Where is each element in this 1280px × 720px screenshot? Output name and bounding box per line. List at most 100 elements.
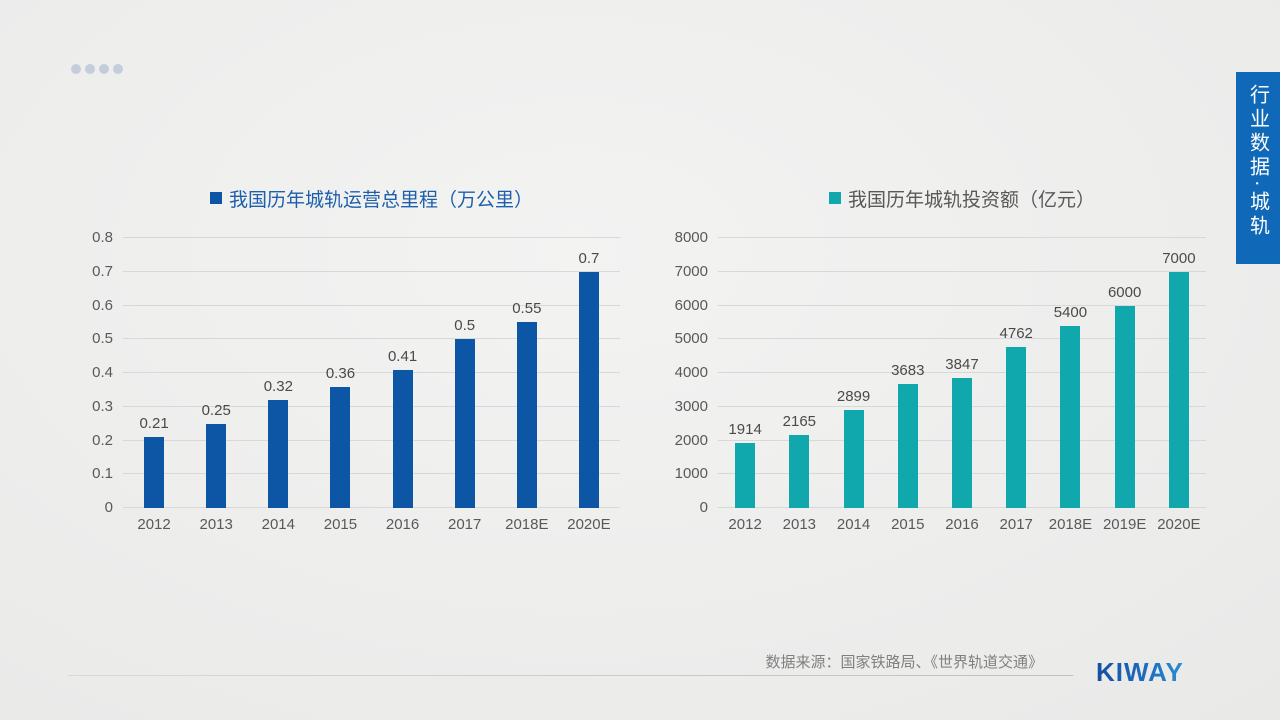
bar-slot: 0.36 [309, 238, 371, 508]
bar-2017 [454, 339, 475, 508]
x-tick-label: 2014 [836, 516, 871, 533]
bar-slot: 6000 [1098, 238, 1152, 508]
gridline [123, 372, 620, 373]
bar-slot: 2165 [772, 238, 826, 508]
bar-value-label: 2165 [782, 412, 817, 430]
bar-value-label: 0.7 [578, 249, 600, 267]
y-tick-label: 0 [104, 499, 113, 516]
x-axis: 2012 2013 2014 2015 2016 2017 2018E 2020E [123, 516, 620, 540]
investment-chart: 我国历年城轨投资额（亿元） 0 1000 2000 3000 4000 5000 6000 7… [660, 184, 1206, 540]
dot-icon [71, 64, 81, 74]
bar-slot: 0.32 [247, 238, 309, 508]
gridline [123, 405, 620, 407]
bar-value-label: 3847 [945, 356, 979, 374]
x-tick-label: 2013 [782, 516, 817, 533]
x-tick-label: 2015 [891, 516, 925, 533]
y-tick-label: 0.8 [92, 229, 113, 246]
legend-swatch-icon [209, 192, 222, 204]
bar-value-label: 6000 [1107, 283, 1142, 301]
bar-value-label: 0.21 [139, 415, 169, 433]
bar-slot: 0.55 [496, 238, 558, 508]
x-tick-label: 2018E [505, 516, 549, 533]
y-tick-label: 0.3 [92, 397, 113, 415]
bar-value-label: 0.25 [201, 401, 231, 419]
legend-swatch-icon [828, 192, 841, 204]
bar-2013 [789, 434, 810, 508]
bar-2017 [1006, 347, 1027, 508]
x-tick-label: 2017 [448, 516, 482, 533]
gridline [123, 270, 620, 272]
chart-title: 我国历年城轨运营总里程（万公里） [228, 189, 533, 211]
bar-2019E [1114, 305, 1135, 508]
bar-value-label: 0.41 [387, 347, 418, 365]
x-tick-label: 2020E [1157, 516, 1201, 533]
y-tick-label: 7000 [674, 262, 708, 280]
footer-divider [68, 675, 1073, 676]
gridline [123, 507, 620, 508]
bar-value-label: 0.5 [454, 317, 476, 335]
y-tick-label: 8000 [674, 229, 708, 246]
bar-slot: 5400 [1043, 238, 1097, 508]
x-tick-label: 2015 [323, 516, 358, 533]
y-tick-label: 0.7 [92, 262, 113, 280]
gridline [123, 473, 620, 475]
y-tick-label: 0.2 [92, 431, 113, 449]
gridline [123, 439, 620, 441]
dot-icon [99, 64, 109, 74]
bar-2014 [843, 410, 864, 508]
bar-slot: 0.25 [185, 238, 247, 508]
x-tick-label: 2019E [1102, 516, 1147, 533]
bar-2015 [897, 383, 918, 508]
bar-value-label: 0.32 [263, 378, 293, 395]
gridline [123, 237, 620, 238]
chart-title: 我国历年城轨投资额（亿元） [847, 189, 1095, 211]
y-tick-label: 0 [699, 499, 708, 516]
bar-2014 [268, 400, 289, 508]
plot-area: 0 1000 2000 3000 4000 5000 6000 7000 8000 1914 216… [675, 230, 1206, 516]
x-tick-label: 2014 [261, 516, 295, 533]
dot-icon [85, 64, 95, 74]
x-axis: 2012 2013 2014 2015 2016 2017 2018E 2019E 2020E [718, 516, 1206, 540]
bar-slot: 7000 [1152, 238, 1206, 508]
chart-legend: 我国历年城轨运营总里程（万公里） [123, 184, 620, 212]
x-tick-label: 2020E [567, 516, 611, 533]
x-tick-label: 2018E [1048, 516, 1093, 533]
bar-value-label: 7000 [1162, 249, 1196, 267]
bar-2012 [144, 437, 165, 508]
y-tick-label: 0.5 [92, 330, 113, 348]
bar-value-label: 3683 [891, 361, 925, 379]
bar-2012 [735, 443, 756, 508]
bar-2020E [578, 271, 599, 508]
gridline [718, 270, 1206, 272]
x-tick-label: 2016 [385, 516, 420, 533]
x-tick-label: 2013 [199, 516, 233, 533]
bar-value-label: 4762 [999, 325, 1033, 343]
y-tick-label: 2000 [674, 431, 708, 449]
gridline [123, 304, 620, 306]
y-tick-label: 0.4 [92, 364, 113, 381]
decorative-dots [71, 64, 123, 74]
brand-logo: KIWAY [1096, 657, 1184, 687]
bar-slot: 0.21 [123, 238, 185, 508]
bar-slot: 0.5 [434, 238, 496, 508]
gridline [123, 338, 620, 340]
plot-area: 0 0.1 0.2 0.3 0.4 0.5 0.6 0.7 0.8 0.21 0.25 0.32 0.3… [92, 230, 620, 516]
bar-2016 [951, 378, 972, 508]
x-tick-label: 2017 [999, 516, 1033, 533]
y-tick-label: 0.6 [92, 296, 113, 314]
bar-slot: 0.41 [372, 238, 434, 508]
x-tick-label: 2012 [728, 516, 762, 533]
bar-value-label: 2899 [836, 388, 871, 406]
x-tick-label: 2016 [945, 516, 979, 533]
bar-value-label: 1914 [728, 421, 762, 439]
bar-slot: 1914 [718, 238, 772, 508]
gridline [718, 237, 1206, 238]
bar-2018E [516, 322, 537, 508]
data-source-note: 数据来源：国家铁路局、《世界轨道交通》 [765, 654, 1043, 671]
y-tick-label: 3000 [674, 397, 708, 415]
y-tick-label: 1000 [674, 465, 708, 483]
bar-2013 [206, 423, 227, 508]
bar-slot: 2899 [826, 238, 880, 508]
x-tick-label: 2012 [137, 516, 171, 533]
